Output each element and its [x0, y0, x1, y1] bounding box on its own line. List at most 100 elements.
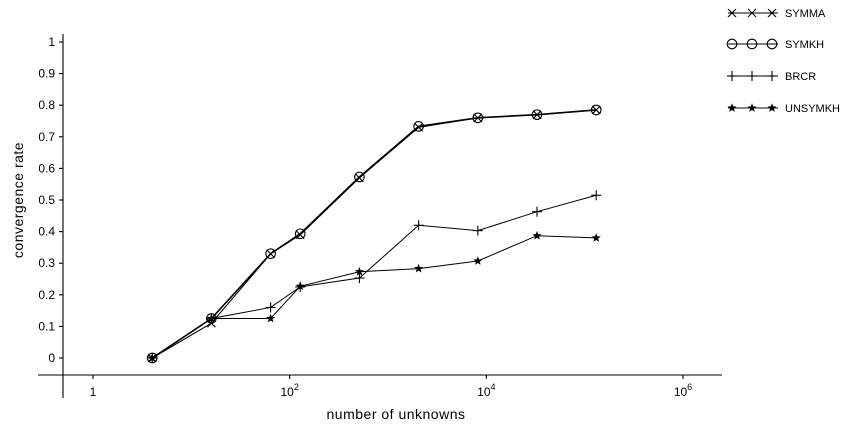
series-brcr [147, 190, 602, 363]
data-point-unsymkh [354, 266, 364, 276]
x-marker-stroke [747, 8, 757, 18]
star-marker-shape [747, 103, 757, 112]
star-marker-shape [147, 353, 157, 362]
star-marker-shape [354, 266, 364, 276]
data-point-unsymkh [473, 256, 483, 265]
data-point-symma [591, 105, 601, 115]
x-tick-exponent: 4 [491, 382, 496, 392]
legend-item-symma: SYMMA [727, 8, 826, 20]
x-marker-stroke [727, 8, 737, 18]
star-marker-shape [295, 281, 305, 291]
data-point-symkh [265, 248, 276, 260]
legend-label-symma: SYMMA [785, 8, 826, 20]
legend-label-symkh: SYMKH [785, 39, 824, 51]
y-tick-label: 0.2 [38, 288, 55, 302]
series-line-symkh [151, 109, 597, 359]
star-marker-shape [266, 313, 276, 323]
legend-marker-brcr [747, 71, 757, 81]
legend-marker-symma [767, 8, 777, 18]
data-point-unsymkh [206, 313, 216, 323]
star-marker-shape [532, 230, 542, 240]
data-point-symkh [354, 171, 365, 183]
legend-item-symkh: SYMKH [726, 38, 824, 51]
series-line-brcr [151, 194, 597, 359]
legend-marker-unsymkh [767, 103, 777, 112]
series-symkh [146, 104, 602, 364]
data-point-symkh [413, 121, 424, 132]
circle-marker-ring [413, 121, 424, 132]
x-tick-base: 10 [674, 385, 688, 399]
star-marker-shape [473, 256, 483, 265]
y-axis-title: convergence rate [10, 142, 26, 258]
data-point-brcr [354, 273, 365, 284]
axes [38, 34, 722, 398]
legend: SYMMA SYMKH BRCR UNSYMKH [726, 8, 840, 115]
x-axis-title: number of unknowns [327, 406, 466, 422]
star-marker-shape [591, 233, 601, 242]
x-marker-stroke [591, 105, 601, 115]
legend-marker-brcr [767, 71, 777, 81]
data-point-unsymkh [532, 230, 542, 240]
legend-marker-symkh [746, 38, 758, 50]
x-tick-base: 10 [280, 385, 294, 399]
y-tick-label: 1 [48, 35, 55, 49]
legend-label-brcr: BRCR [785, 71, 816, 83]
legend-marker-symma [727, 8, 737, 18]
legend-marker-brcr [727, 71, 737, 81]
x-tick-label: 104 [477, 382, 495, 399]
legend-marker-symma [747, 8, 757, 18]
series-unsymkh [147, 230, 601, 362]
legend-marker-unsymkh [727, 103, 737, 112]
circle-marker-ring [265, 248, 276, 260]
star-marker-shape [206, 313, 216, 323]
data-point-brcr [265, 302, 276, 313]
x-ticks: 1 102 104 106 [90, 375, 692, 399]
y-tick-label: 0.5 [38, 193, 55, 207]
data-point-unsymkh [414, 263, 424, 273]
x-tick-label: 106 [674, 382, 692, 399]
legend-label-unsymkh: UNSYMKH [785, 103, 840, 115]
circle-marker-ring [590, 104, 602, 116]
y-tick-label: 0 [48, 351, 55, 365]
data-point-symkh [472, 112, 484, 124]
circle-marker-ring [531, 109, 543, 121]
data-point-symkh [590, 104, 602, 116]
data-point-unsymkh [266, 313, 276, 323]
data-point-brcr [472, 225, 483, 236]
series-line-unsymkh [151, 235, 597, 359]
circle-marker-ring [746, 38, 758, 50]
circle-marker-ring [726, 38, 738, 50]
circle-marker-ring [472, 112, 484, 124]
data-point-unsymkh [147, 353, 157, 362]
x-tick-base: 1 [90, 385, 97, 399]
series-line-symma [151, 109, 597, 359]
data-point-unsymkh [591, 233, 601, 242]
legend-marker-unsymkh [747, 103, 757, 112]
y-tick-label: 0.9 [38, 67, 55, 81]
data-point-brcr [413, 220, 424, 231]
x-tick-base: 10 [477, 385, 491, 399]
x-tick-exponent: 6 [687, 382, 692, 392]
legend-item-brcr: BRCR [727, 71, 816, 83]
x-marker-stroke [767, 8, 777, 18]
x-tick-exponent: 2 [294, 382, 299, 392]
data-point-symkh [294, 228, 306, 240]
legend-item-unsymkh: UNSYMKH [727, 103, 840, 115]
data-point-symkh [531, 109, 543, 121]
y-tick-label: 0.6 [38, 161, 55, 175]
legend-marker-symkh [726, 38, 738, 50]
y-tick-label: 0.3 [38, 256, 55, 270]
y-ticks: 0 0.1 0.2 0.3 0.4 0.5 0.6 0.7 0.8 0.9 1 [38, 35, 63, 365]
data-point-brcr [532, 206, 543, 217]
legend-marker-symkh [766, 38, 778, 50]
star-marker-shape [727, 103, 737, 112]
data-point-brcr [591, 190, 602, 201]
series-group [146, 104, 602, 364]
data-point-unsymkh [295, 281, 305, 291]
series-symma [147, 105, 601, 363]
y-tick-label: 0.1 [38, 319, 55, 333]
y-tick-label: 0.8 [38, 98, 55, 112]
star-marker-shape [767, 103, 777, 112]
y-tick-label: 0.4 [38, 225, 55, 239]
x-tick-label: 102 [280, 382, 298, 399]
